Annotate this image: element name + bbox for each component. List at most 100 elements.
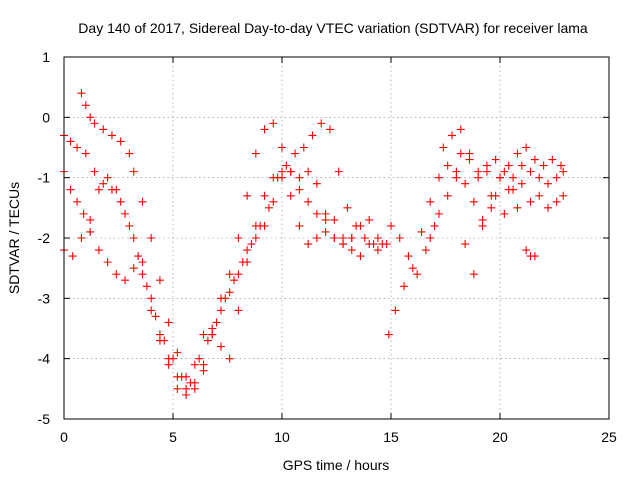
data-point bbox=[465, 155, 474, 164]
data-point bbox=[334, 167, 343, 176]
x-tick-label: 15 bbox=[383, 429, 399, 445]
data-point bbox=[299, 143, 308, 152]
data-point bbox=[251, 149, 260, 158]
data-point bbox=[94, 185, 103, 194]
data-point bbox=[360, 234, 369, 242]
y-tick-label: -2 bbox=[38, 230, 51, 246]
data-point bbox=[373, 246, 382, 255]
y-tick-label: 1 bbox=[42, 49, 50, 65]
data-point bbox=[443, 191, 452, 200]
data-point bbox=[513, 149, 522, 158]
data-point bbox=[112, 185, 121, 194]
data-point bbox=[73, 143, 82, 152]
data-point bbox=[243, 258, 252, 267]
data-point bbox=[212, 318, 221, 327]
data-point bbox=[517, 161, 526, 170]
data-point bbox=[260, 191, 269, 200]
data-point bbox=[182, 372, 191, 381]
data-point bbox=[461, 240, 470, 249]
data-point bbox=[278, 173, 286, 182]
data-point bbox=[504, 161, 513, 170]
y-tick-labels: -5 -4 -3 -2 -1 0 1 bbox=[38, 49, 51, 427]
data-point bbox=[190, 360, 199, 369]
data-point bbox=[356, 252, 365, 261]
data-point bbox=[443, 161, 452, 170]
data-point bbox=[278, 143, 286, 152]
data-point bbox=[543, 179, 552, 188]
data-point bbox=[269, 173, 278, 182]
data-point bbox=[234, 234, 243, 242]
series-track-e bbox=[384, 330, 393, 339]
data-point bbox=[99, 179, 108, 188]
data-point bbox=[312, 179, 321, 188]
data-point bbox=[487, 191, 496, 200]
data-point bbox=[112, 270, 121, 279]
data-point bbox=[321, 227, 330, 236]
data-point bbox=[243, 191, 252, 200]
data-point bbox=[557, 161, 566, 170]
data-point bbox=[138, 270, 147, 279]
data-markers bbox=[60, 89, 568, 399]
data-point bbox=[526, 197, 535, 206]
data-point bbox=[94, 246, 103, 255]
data-point bbox=[99, 125, 108, 134]
series-track-f bbox=[391, 143, 566, 315]
data-point bbox=[456, 149, 465, 158]
data-point bbox=[129, 234, 138, 242]
data-point bbox=[526, 167, 535, 176]
series-track-g bbox=[387, 125, 568, 279]
x-tick-label: 0 bbox=[60, 429, 68, 445]
data-point bbox=[121, 209, 130, 218]
data-point bbox=[469, 270, 478, 279]
data-point bbox=[522, 246, 531, 255]
data-point bbox=[66, 185, 75, 194]
data-point bbox=[164, 318, 173, 327]
data-point bbox=[308, 131, 317, 140]
data-point bbox=[225, 270, 234, 279]
data-point bbox=[552, 197, 561, 206]
data-point bbox=[487, 203, 496, 212]
data-point bbox=[234, 270, 243, 279]
data-point bbox=[73, 197, 82, 206]
data-point bbox=[125, 221, 134, 230]
data-point bbox=[90, 167, 99, 176]
data-point bbox=[251, 234, 260, 242]
data-point bbox=[77, 234, 86, 242]
x-tick-label: 5 bbox=[169, 429, 177, 445]
data-point bbox=[79, 209, 88, 218]
data-point bbox=[426, 234, 435, 242]
data-point bbox=[66, 137, 75, 146]
data-point bbox=[500, 167, 509, 176]
data-point bbox=[365, 240, 374, 249]
data-point bbox=[304, 240, 313, 249]
data-point bbox=[142, 282, 151, 291]
series-track-b bbox=[60, 167, 391, 393]
data-point bbox=[90, 119, 99, 128]
data-point bbox=[365, 215, 374, 224]
data-point bbox=[500, 209, 509, 218]
data-point bbox=[539, 161, 548, 170]
data-point bbox=[452, 173, 461, 182]
data-point bbox=[356, 221, 365, 230]
data-point bbox=[247, 240, 256, 249]
data-point bbox=[225, 288, 234, 297]
data-point bbox=[400, 282, 409, 291]
data-point bbox=[469, 197, 478, 206]
data-point bbox=[173, 348, 182, 357]
x-tick-label: 10 bbox=[274, 429, 290, 445]
data-point bbox=[417, 227, 426, 236]
data-point bbox=[482, 161, 491, 170]
data-point bbox=[147, 234, 156, 242]
data-point bbox=[448, 131, 457, 140]
data-point bbox=[103, 258, 112, 267]
data-point bbox=[225, 354, 234, 363]
y-tick-label: -3 bbox=[38, 290, 51, 306]
data-point bbox=[430, 221, 439, 230]
data-point bbox=[491, 155, 500, 164]
data-point bbox=[173, 384, 182, 393]
data-point bbox=[138, 258, 147, 267]
data-point bbox=[155, 336, 164, 345]
data-point bbox=[260, 221, 269, 230]
data-point bbox=[151, 312, 160, 321]
x-tick-labels: 0 5 10 15 20 25 bbox=[60, 429, 617, 445]
